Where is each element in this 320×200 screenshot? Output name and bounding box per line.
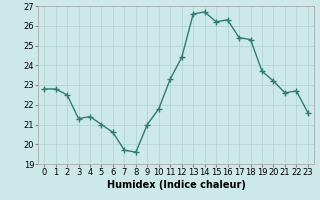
X-axis label: Humidex (Indice chaleur): Humidex (Indice chaleur) [107,180,245,190]
